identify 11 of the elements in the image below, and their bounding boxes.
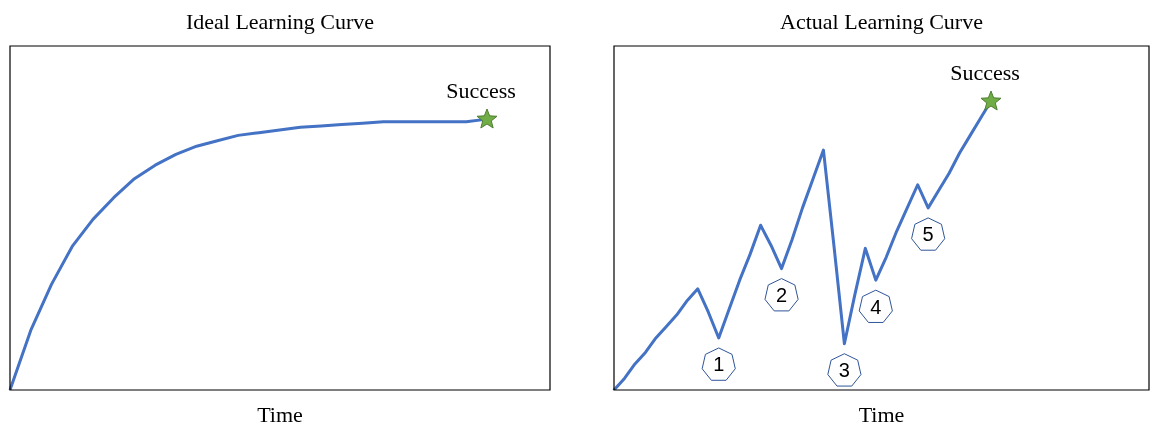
annotation: 1 [713,353,725,376]
annotation: Success [446,77,516,103]
annotation: 5 [922,223,934,246]
x-axis-title: Time [858,401,905,427]
annotation: Success [950,59,1020,85]
chart-title: Actual Learning Curve [780,8,983,34]
annotation: 4 [870,295,882,318]
annotation: 3 [838,359,850,382]
annotation: 2 [775,284,788,307]
x-axis-title: Time [257,401,303,427]
chart-title: Ideal Learning Curve [185,8,375,34]
